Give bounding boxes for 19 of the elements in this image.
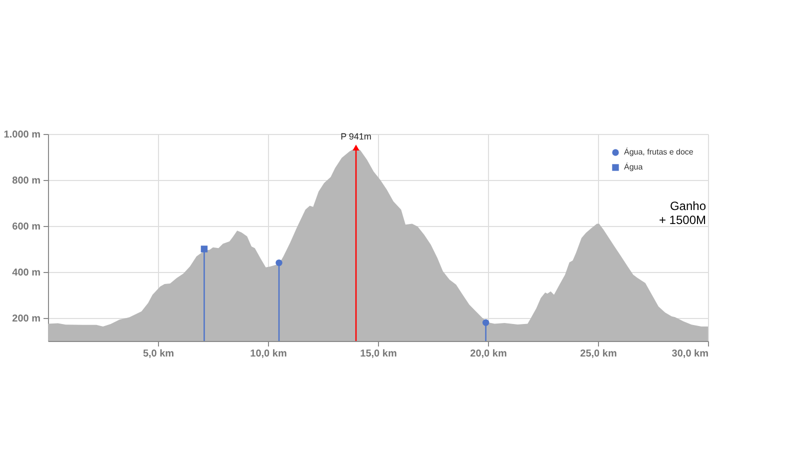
- x-tick-label: 15,0 km: [360, 348, 397, 360]
- data-label: P 941m: [340, 132, 372, 142]
- point: [200, 246, 208, 252]
- x-tick-label: 25,0 km: [580, 348, 617, 360]
- point: [276, 259, 282, 266]
- x-tick-label: 30,0 km: [672, 348, 709, 360]
- y-tick-label: 400 m: [12, 268, 41, 278]
- annotation: Ganho + 1500M: [658, 199, 706, 227]
- x-tick-label: 10,0 km: [250, 348, 287, 360]
- x-tick-label: 5,0 km: [142, 348, 174, 360]
- y-tick-label: 800 m: [12, 176, 41, 186]
- point: [482, 319, 490, 326]
- y-tick-label: 1.000 m: [4, 130, 41, 140]
- point: [352, 144, 360, 150]
- legend-label: Água: [624, 162, 644, 172]
- y-tick-label: 600 m: [12, 222, 41, 232]
- x-tick-label: 20,0 km: [470, 348, 507, 360]
- legend-label: Água, frutas e doce: [624, 148, 694, 156]
- y-tick-label: 200 m: [12, 314, 41, 324]
